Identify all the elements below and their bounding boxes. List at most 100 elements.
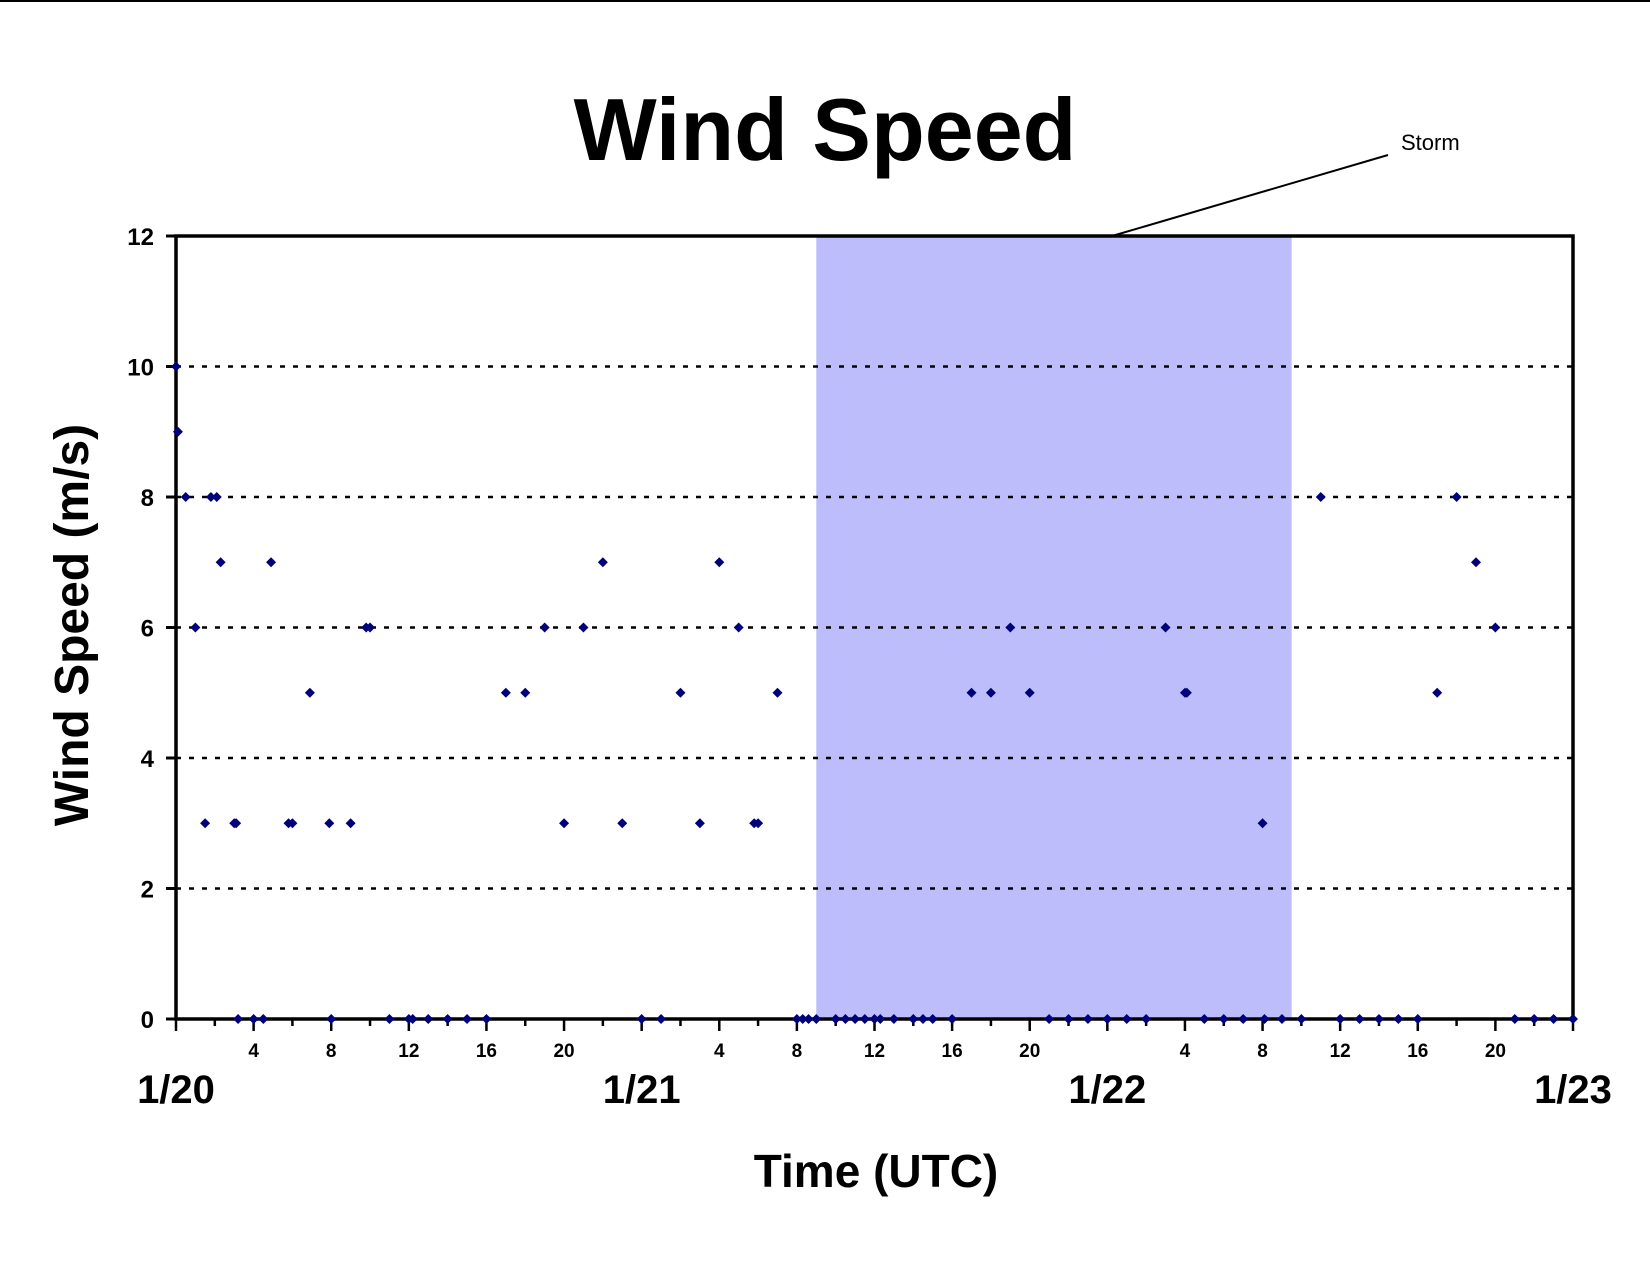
x-date-tick-label: 1/20	[137, 1068, 215, 1112]
data-point	[927, 1014, 938, 1024]
x-hour-tick-label: 4	[248, 1041, 259, 1062]
data-point	[830, 1014, 841, 1024]
data-point	[233, 1014, 244, 1024]
data-point	[407, 1014, 418, 1024]
data-point	[231, 818, 242, 829]
data-point	[1470, 557, 1481, 568]
data-point	[462, 1014, 473, 1024]
data-point	[1335, 1014, 1346, 1024]
data-point	[1160, 622, 1171, 633]
data-point	[850, 1014, 861, 1024]
data-point	[1451, 492, 1462, 502]
data-point	[266, 557, 277, 568]
x-hour-tick-label: 8	[792, 1041, 803, 1062]
data-point	[180, 492, 191, 502]
data-point	[248, 1014, 259, 1024]
x-hour-tick-label: 16	[476, 1041, 497, 1062]
x-hour-tick-label: 20	[553, 1041, 574, 1062]
data-point	[869, 1014, 880, 1024]
data-point	[345, 818, 356, 829]
data-point	[324, 818, 335, 829]
plot-area: 0 2 4 6 8 10 12 4 8 12 16 20 4 8 12 16 20 4 8 12 16 20 1/20 1/2…	[127, 130, 1612, 1112]
y-tick-label: 4	[141, 746, 155, 773]
y-axis-label: Wind Speed (m/s)	[46, 424, 99, 826]
data-point	[190, 622, 201, 633]
data-point	[287, 818, 298, 829]
data-point	[1063, 1014, 1074, 1024]
data-point	[656, 1014, 667, 1024]
data-point	[1044, 1014, 1055, 1024]
y-tick-label: 2	[141, 877, 154, 904]
y-tick-label: 12	[127, 224, 154, 251]
data-point	[966, 687, 977, 698]
x-hour-tick-label: 12	[1330, 1041, 1351, 1062]
data-point	[859, 1014, 870, 1024]
data-point	[200, 818, 211, 829]
data-point	[714, 557, 725, 568]
x-hour-tick-label: 12	[864, 1041, 885, 1062]
x-hour-tick-label: 16	[942, 1041, 963, 1062]
data-point	[578, 622, 589, 633]
data-point	[258, 1014, 269, 1024]
data-point	[908, 1014, 919, 1024]
data-point	[1257, 818, 1268, 829]
data-point	[985, 687, 996, 698]
data-point	[1509, 1014, 1520, 1024]
data-point	[1548, 1014, 1559, 1024]
data-point	[205, 492, 216, 502]
data-point	[888, 1014, 899, 1024]
data-point	[215, 557, 226, 568]
y-tick-label: 8	[141, 485, 154, 512]
chart-title: Wind Speed	[574, 80, 1077, 179]
data-point	[1354, 1014, 1365, 1024]
data-point	[811, 1014, 822, 1024]
data-point	[365, 622, 376, 633]
data-point	[171, 361, 181, 372]
data-point	[1315, 492, 1326, 502]
data-point	[1373, 1014, 1384, 1024]
x-hour-tick-label: 8	[326, 1041, 337, 1062]
data-point	[172, 426, 183, 437]
data-point	[500, 687, 511, 698]
x-date-tick-label: 1/21	[603, 1068, 681, 1112]
data-point	[1218, 1014, 1229, 1024]
data-point	[1490, 622, 1501, 633]
data-point	[675, 687, 686, 698]
x-axis-label: Time (UTC)	[754, 1145, 999, 1197]
data-point	[1393, 1014, 1404, 1024]
data-point	[442, 1014, 453, 1024]
data-point	[797, 1014, 808, 1024]
y-tick-label: 10	[127, 355, 154, 382]
data-point	[1141, 1014, 1152, 1024]
x-date-tick-label: 1/23	[1534, 1068, 1612, 1112]
data-point	[211, 492, 222, 502]
data-point	[1412, 1014, 1423, 1024]
data-point	[1296, 1014, 1307, 1024]
y-tick-label: 0	[141, 1007, 154, 1034]
data-point	[753, 818, 764, 829]
data-point	[803, 1014, 814, 1024]
x-hour-tick-label: 16	[1407, 1041, 1428, 1062]
data-point	[1259, 1014, 1270, 1024]
data-point	[326, 1014, 337, 1024]
data-point	[1529, 1014, 1540, 1024]
data-point	[384, 1014, 395, 1024]
data-point	[694, 818, 705, 829]
data-point	[423, 1014, 434, 1024]
x-hour-tick-label: 20	[1019, 1041, 1040, 1062]
data-point	[791, 1014, 802, 1024]
data-point	[733, 622, 744, 633]
data-point	[1238, 1014, 1249, 1024]
x-hour-tick-label: 8	[1257, 1041, 1268, 1062]
data-point	[1121, 1014, 1132, 1024]
data-point	[947, 1014, 958, 1024]
data-point	[772, 687, 783, 698]
data-point	[918, 1014, 929, 1024]
data-point	[1432, 687, 1443, 698]
x-hour-tick-label: 4	[1180, 1041, 1191, 1062]
data-point	[520, 687, 531, 698]
x-hour-tick-label: 4	[714, 1041, 725, 1062]
data-point	[1276, 1014, 1287, 1024]
data-point	[304, 687, 315, 698]
